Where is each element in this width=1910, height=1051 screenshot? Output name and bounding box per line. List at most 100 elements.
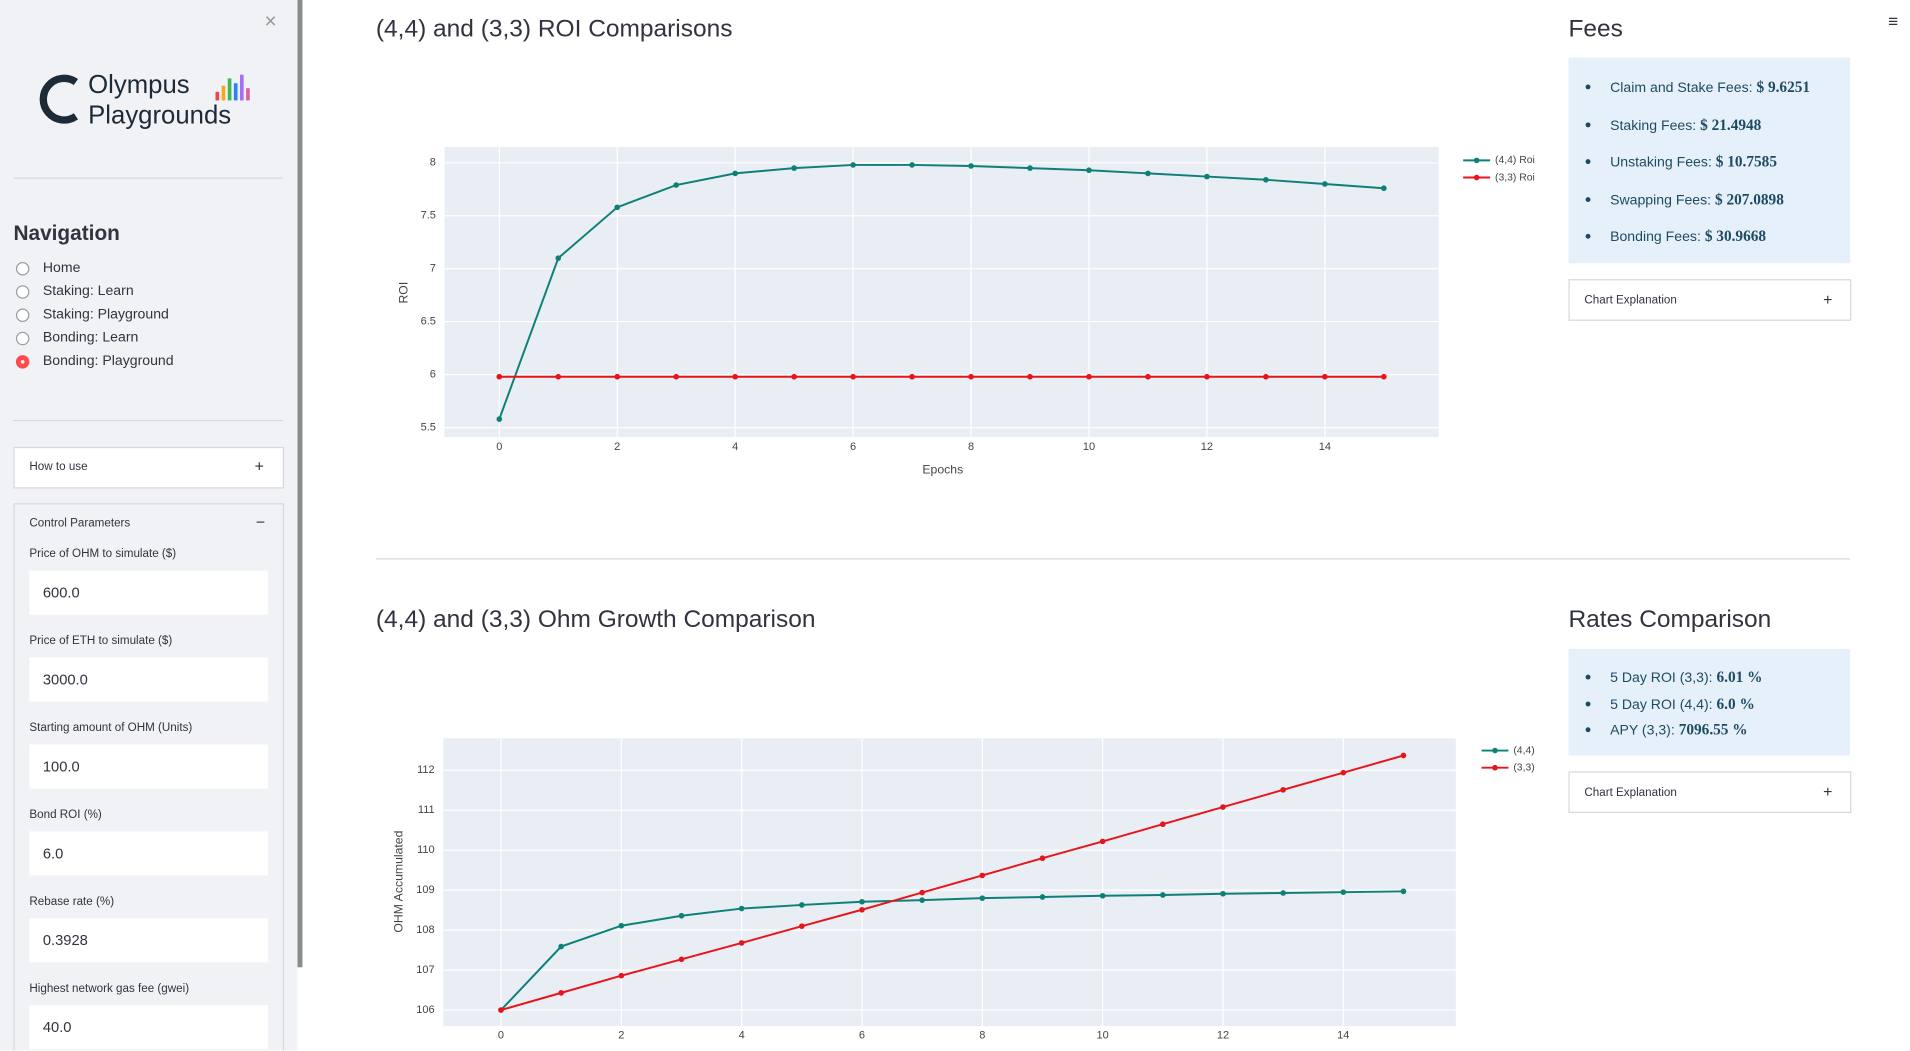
point [496,373,503,380]
expander-icon: + [1823,290,1833,309]
item-value: $ 10.7585 [1715,153,1777,171]
item-label: Claim and Stake Fees: [1610,80,1753,96]
nav-option[interactable]: Home [42,260,81,276]
expander-label: Chart Explanation [1584,293,1677,308]
point [909,162,915,168]
item-label: APY (3,3): [1610,723,1675,739]
fees-title: Fees [1568,15,1623,43]
point [850,162,856,168]
how-to-use-expander[interactable]: How to use + [13,446,285,489]
number-input[interactable]: 3000.0 [29,657,269,702]
x-tick-label: 12 [1201,441,1213,453]
point [909,373,915,380]
point [979,872,986,879]
point [738,940,745,946]
point [1263,176,1269,183]
point [1086,373,1092,380]
divider [13,177,283,179]
series-line [500,754,1404,1012]
item-label: Staking Fees: [1610,118,1697,133]
logo-text: Playgrounds [88,101,232,130]
chart-explanation[interactable]: Chart Explanation + [1568,279,1852,321]
expander-icon: + [1823,782,1833,801]
radio[interactable] [15,355,30,369]
legend-swatch [1473,174,1480,181]
radio[interactable] [15,331,30,346]
point [1204,173,1210,180]
x-tick-label: 0 [498,1030,504,1042]
legend-swatch [1492,747,1498,754]
point [1159,892,1166,898]
bullet [1585,196,1591,202]
logo-bar [221,85,226,101]
point [1099,838,1106,845]
y-axis-label: OHM Accumulated [391,830,405,932]
expander-label: How to use [29,460,88,474]
nav-option[interactable]: Staking: Learn [42,284,134,299]
legend-swatch [1492,764,1498,771]
bullet [1585,234,1591,240]
y-tick-label: 112 [417,764,435,776]
item-value: $ 30.9668 [1704,228,1767,246]
info-item: Swapping Fees: $ 207.0898 [1610,191,1784,209]
point [496,416,503,422]
point [1039,894,1046,900]
info-item: APY (3,3): 7096.55 % [1610,721,1747,739]
legend-label: (4,4) Roi [1495,155,1535,166]
rates-box: 5 Day ROI (3,3): 6.01 % 5 Day ROI (4,4): … [1568,648,1851,756]
nav-title: Navigation [13,221,120,245]
point [1099,892,1106,899]
info-item: Claim and Stake Fees: $ 9.6251 [1610,78,1810,96]
point [738,905,745,912]
close-sidebar[interactable]: × [264,9,277,34]
y-tick-label: 7.5 [421,210,436,222]
bullet [1585,84,1591,90]
y-tick-label: 6.5 [421,316,436,328]
bullet [1585,674,1591,680]
x-tick-label: 0 [496,441,502,453]
logo-bar [239,74,244,101]
radio[interactable] [15,285,30,299]
point [1322,373,1328,380]
nav-option[interactable]: Staking: Playground [42,307,169,323]
point [859,898,865,905]
point [1381,185,1387,192]
number-input[interactable]: 40.0 [29,1005,269,1050]
point [968,163,974,169]
radio[interactable] [15,308,30,323]
x-tick-label: 6 [859,1030,865,1042]
info-item: Unstaking Fees: $ 10.7585 [1610,153,1777,171]
number-input[interactable]: 100.0 [29,744,269,789]
point [859,906,865,913]
menu[interactable]: ≡ [1888,11,1899,31]
point [1027,373,1033,380]
y-tick-label: 7 [430,263,436,275]
number-input[interactable]: 6.0 [29,831,269,876]
number-input[interactable]: 600.0 [29,570,269,615]
point [1322,181,1328,187]
bullet [1585,121,1591,127]
x-tick-label: 2 [618,1030,624,1042]
expander-icon[interactable]: − [255,513,266,532]
point [1381,373,1387,380]
x-tick-label: 4 [732,441,738,453]
fees-box: Claim and Stake Fees: $ 9.6251 Staking Fe… [1568,57,1851,264]
point [1340,889,1347,895]
series-line [500,890,1404,1011]
number-input[interactable]: 0.3928 [29,918,269,963]
item-value: 6.01 % [1716,668,1763,686]
chart-explanation[interactable]: Chart Explanation + [1568,771,1852,814]
x-tick-label: 8 [979,1030,985,1042]
point [555,255,562,261]
nav-option[interactable]: Bonding: Learn [42,330,139,346]
nav-option[interactable]: Bonding: Playground [42,353,174,369]
radio[interactable] [15,262,30,276]
point [1039,855,1046,862]
field-label: Rebase rate (%) [29,895,115,909]
point [850,373,856,380]
point [1159,821,1166,828]
item-label: Unstaking Fees: [1610,155,1712,171]
y-tick-label: 8 [430,157,436,169]
